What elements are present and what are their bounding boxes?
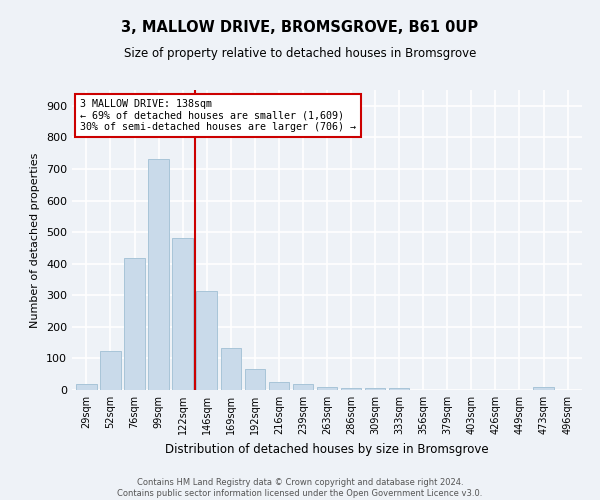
Bar (293, 384, 313, 390)
Text: 3 MALLOW DRIVE: 138sqm
← 69% of detached houses are smaller (1,609)
30% of semi-: 3 MALLOW DRIVE: 138sqm ← 69% of detached… (80, 99, 356, 132)
X-axis label: Distribution of detached houses by size in Bromsgrove: Distribution of detached houses by size … (165, 442, 489, 456)
Bar (76, 384, 97, 390)
Bar (221, 348, 241, 390)
Bar (365, 388, 385, 390)
Bar (269, 382, 289, 390)
Bar (533, 387, 554, 390)
Text: 3, MALLOW DRIVE, BROMSGROVE, B61 0UP: 3, MALLOW DRIVE, BROMSGROVE, B61 0UP (121, 20, 479, 35)
Text: Contains HM Land Registry data © Crown copyright and database right 2024.
Contai: Contains HM Land Registry data © Crown c… (118, 478, 482, 498)
Y-axis label: Number of detached properties: Number of detached properties (31, 152, 40, 328)
Bar (172, 238, 193, 390)
Bar (245, 370, 265, 390)
Bar (196, 290, 217, 390)
Text: Size of property relative to detached houses in Bromsgrove: Size of property relative to detached ho… (124, 48, 476, 60)
Bar (389, 388, 409, 390)
Bar (124, 258, 145, 390)
Bar (100, 352, 121, 390)
Bar (148, 160, 169, 390)
Bar (341, 388, 361, 390)
Bar (317, 387, 337, 390)
